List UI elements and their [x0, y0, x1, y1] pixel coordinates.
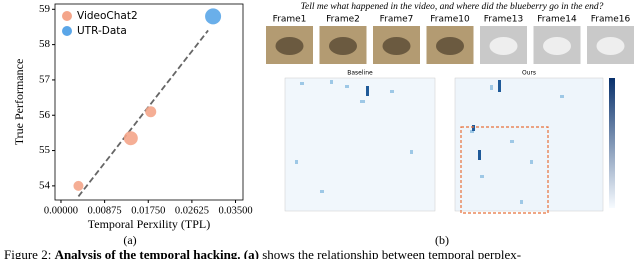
- frame-label: Frame2: [326, 15, 360, 25]
- highlight-box: [460, 126, 549, 214]
- y-tick-label: 59: [39, 3, 51, 15]
- figure-caption: Figure 2: Analysis of the temporal hacki…: [4, 247, 521, 259]
- x-tick-label: 0.00875: [88, 205, 122, 216]
- caption-ref: (a): [244, 247, 259, 259]
- y-axis-label: True Performance: [12, 59, 26, 146]
- caption-bold: Analysis of the temporal hacking.: [55, 247, 241, 259]
- y-tick-label: 54: [39, 179, 51, 191]
- frame-label: Frame16: [591, 15, 631, 25]
- x-tick-label: 0.03500: [218, 205, 252, 216]
- legend-marker: [62, 26, 72, 36]
- y-tick-label: 57: [39, 73, 51, 85]
- heatmap-title: Ours: [522, 70, 536, 77]
- frame-object: [543, 37, 571, 55]
- frame-object: [382, 37, 411, 55]
- colorbar: [609, 78, 615, 208]
- legend-label: VideoChat2: [77, 10, 138, 22]
- x-axis-label: Temporal Perxility (TPL): [88, 217, 210, 231]
- frame-label: Frame10: [430, 15, 470, 25]
- panel-b: Tell me what happened in the video, and …: [266, 2, 634, 214]
- point: [145, 106, 157, 118]
- frame-label: Frame14: [537, 15, 577, 25]
- legend-marker: [62, 11, 72, 21]
- point: [205, 8, 222, 25]
- y-tick-label: 58: [39, 38, 51, 50]
- frame-label: Frame1: [273, 15, 307, 25]
- heatmap-ours: [454, 77, 604, 212]
- heatmap-cells: [295, 80, 564, 204]
- frame-label: Frame7: [380, 15, 414, 25]
- x-tick-label: 0.01750: [131, 205, 165, 216]
- point: [123, 131, 138, 146]
- frame-label: Frame13: [484, 15, 524, 25]
- y-tick-label: 55: [39, 144, 51, 156]
- frame-object: [329, 37, 357, 55]
- caption-b: (b): [435, 233, 449, 247]
- frame-object: [489, 37, 518, 55]
- question: Tell me what happened in the video, and …: [301, 2, 604, 12]
- plot-frame: [54, 3, 244, 201]
- fit-line: [77, 29, 209, 198]
- heatmap-baseline: [284, 77, 436, 212]
- caption-label: Figure 2:: [4, 247, 51, 259]
- panel-a: 54 55 56 57 58 59 0.00000 0.00875 0.01750 0.02625…: [12, 3, 253, 231]
- x-tick-label: 0.00000: [44, 205, 78, 216]
- frame-object: [275, 37, 304, 55]
- frame-object: [596, 37, 625, 55]
- caption-a: (a): [123, 233, 136, 247]
- heatmap-peaks: [366, 80, 501, 160]
- heatmap-title: Baseline: [347, 70, 373, 77]
- caption-rest: shows the relationship between temporal …: [262, 247, 521, 259]
- y-tick-label: 56: [39, 109, 51, 121]
- frame-object: [436, 37, 464, 55]
- point: [73, 180, 84, 191]
- legend-label: UTR-Data: [77, 25, 127, 37]
- x-tick-label: 0.02625: [175, 205, 209, 216]
